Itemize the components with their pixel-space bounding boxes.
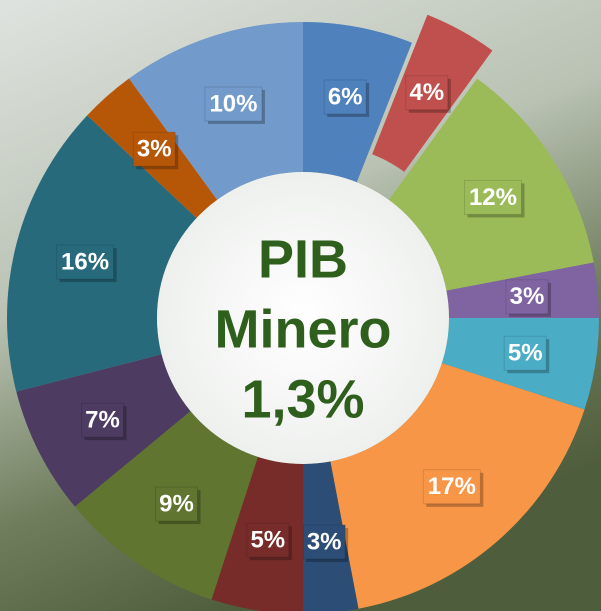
center-label: Minero (214, 299, 391, 359)
data-label: 17% (428, 473, 476, 500)
data-label: 16% (61, 248, 109, 275)
data-label: 5% (250, 527, 285, 554)
center-label: PIB (258, 229, 348, 289)
data-label: 10% (209, 90, 257, 117)
data-label: 3% (510, 283, 545, 310)
chart: 6% 4% 12% 3% 5% 17% 3% 5% 9% 7% 16% 3% 10% PIB Minero… (0, 0, 601, 611)
data-label: 6% (328, 83, 363, 110)
data-label: 3% (137, 136, 172, 163)
page: 6% 4% 12% 3% 5% 17% 3% 5% 9% 7% 16% 3% 10% PIB Minero… (0, 0, 601, 611)
data-label: 12% (469, 184, 517, 211)
data-label: 3% (307, 528, 342, 555)
data-label: 5% (508, 340, 543, 367)
data-label: 9% (159, 490, 194, 517)
center-label: 1,3% (241, 369, 364, 429)
data-label: 7% (85, 406, 120, 433)
data-label: 4% (409, 79, 444, 106)
